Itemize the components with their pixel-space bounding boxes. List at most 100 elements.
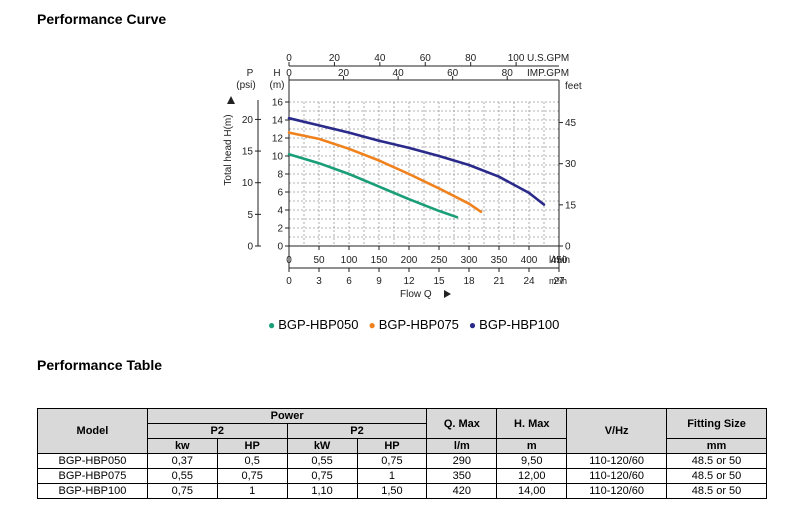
legend-item-hbp100: ● BGP-HBP100 <box>469 317 559 332</box>
m3h-unit-label: m³/h <box>549 276 567 286</box>
cell-hp: 1 <box>356 468 428 484</box>
series-line-bgp-hbp100 <box>287 116 546 206</box>
feet-tick-label: 15 <box>565 200 577 211</box>
table-header-row: Model Power Q. Max H. Max V/Hz Fitting S… <box>37 408 767 454</box>
y-unit-label: (m) <box>270 80 285 91</box>
cell-hmax: 9,50 <box>496 453 568 469</box>
feet-tick-label: 30 <box>565 159 577 170</box>
cell-hp: 0,75 <box>356 453 428 469</box>
chart-legend: ● BGP-HBP050 ● BGP-HBP075 ● BGP-HBP100 <box>268 317 559 332</box>
cell-kw: 0,55 <box>146 468 218 484</box>
m3h-tick-label: 18 <box>463 276 475 287</box>
cell-model: BGP-HBP100 <box>37 483 148 499</box>
cell-hmax: 14,00 <box>496 483 568 499</box>
p-tick-label: 0 <box>247 242 253 253</box>
x-tick-label: 400 <box>521 255 538 266</box>
impgpm-tick-label: 60 <box>447 68 459 79</box>
y-tick-label: 8 <box>277 170 283 181</box>
series-line-bgp-hbp050 <box>287 152 459 219</box>
legend-label: BGP-HBP075 <box>378 317 459 332</box>
cell-vhz: 110-120/60 <box>566 468 668 484</box>
cell-hmax: 12,00 <box>496 468 568 484</box>
m3h-tick-label: 0 <box>286 276 292 287</box>
header-p2: P2 <box>286 423 428 439</box>
table-row: BGP-HBP075 0,55 0,75 0,75 1 350 12,00 11… <box>37 468 767 484</box>
usgpm-tick-label: 40 <box>374 53 386 64</box>
x-axis-title: Flow Q <box>400 289 432 300</box>
header-hmax-unit: m <box>496 438 568 454</box>
series-line-bgp-hbp075 <box>287 131 483 214</box>
impgpm-tick-label: 80 <box>502 68 514 79</box>
y-tick-label: 12 <box>272 134 284 145</box>
legend-label: BGP-HBP050 <box>278 317 359 332</box>
cell-vhz: 110-120/60 <box>566 483 668 499</box>
x-tick-label: 0 <box>286 255 292 266</box>
y-axis-title: Total head H(m) <box>223 114 234 185</box>
performance-table: Model Power Q. Max H. Max V/Hz Fitting S… <box>37 408 767 499</box>
y-tick-label: 2 <box>277 224 283 235</box>
header-hp: HP <box>356 438 428 454</box>
impgpm-tick-label: 20 <box>338 68 350 79</box>
x-axis-arrow-icon <box>444 290 451 298</box>
cell-fitting: 48.5 or 50 <box>666 453 767 469</box>
p-unit-label: (psi) <box>236 80 255 91</box>
m3h-tick-label: 21 <box>493 276 505 287</box>
p-tick-label: 20 <box>242 115 254 126</box>
m3h-tick-label: 6 <box>346 276 352 287</box>
cell-kw: 0,75 <box>146 483 218 499</box>
x-tick-label: 50 <box>313 255 325 266</box>
x-tick-label: 300 <box>461 255 478 266</box>
p-unit-label: P <box>247 68 254 79</box>
cell-model: BGP-HBP075 <box>37 468 148 484</box>
y-tick-label: 16 <box>272 98 284 109</box>
feet-tick-label: 0 <box>565 242 571 253</box>
cell-hp: 1 <box>216 483 288 499</box>
usgpm-tick-label: 20 <box>329 53 341 64</box>
header-qmax: Q. Max <box>426 408 498 439</box>
cell-qmax: 420 <box>426 483 498 499</box>
header-qmax-unit: l/m <box>426 438 498 454</box>
usgpm-tick-label: 0 <box>286 53 292 64</box>
y-tick-label: 4 <box>277 206 283 217</box>
usgpm-tick-label: 100 <box>508 53 525 64</box>
performance-curve-title: Performance Curve <box>37 11 167 27</box>
cell-vhz: 110-120/60 <box>566 453 668 469</box>
legend-item-hbp075: ● BGP-HBP075 <box>368 317 458 332</box>
table-row: BGP-HBP050 0,37 0,5 0,55 0,75 290 9,50 1… <box>37 453 767 469</box>
x-tick-label: 200 <box>401 255 418 266</box>
table-header-row: kw HP kW HP l/m m mm <box>38 438 767 454</box>
y-tick-label: 0 <box>277 242 283 253</box>
cell-fitting: 48.5 or 50 <box>666 468 767 484</box>
m3h-tick-label: 27 <box>553 276 565 287</box>
header-fitting-unit: mm <box>666 438 767 454</box>
header-model: Model <box>37 408 148 454</box>
p-tick-label: 5 <box>247 210 253 221</box>
m3h-tick-label: 24 <box>523 276 535 287</box>
cell-qmax: 290 <box>426 453 498 469</box>
x-tick-label: 100 <box>341 255 358 266</box>
header-power: Power <box>146 408 428 424</box>
y-tick-label: 6 <box>277 188 283 199</box>
header-p2: P2 <box>146 423 288 439</box>
cell-kw: 0,37 <box>146 453 218 469</box>
m3h-tick-label: 3 <box>316 276 322 287</box>
impgpm-tick-label: 40 <box>393 68 405 79</box>
cell-qmax: 350 <box>426 468 498 484</box>
y-tick-label: 10 <box>272 152 284 163</box>
x-unit-label: l/min <box>549 255 570 266</box>
performance-table-title: Performance Table <box>37 357 163 373</box>
table-header-row: P2 P2 <box>38 423 767 439</box>
header-hp: HP <box>216 438 288 454</box>
cell-kw: 0,55 <box>286 453 358 469</box>
feet-tick-label: 45 <box>565 118 577 129</box>
x-tick-label: 150 <box>371 255 388 266</box>
cell-kw: 1,10 <box>286 483 358 499</box>
y-tick-label: 14 <box>272 116 284 127</box>
x-tick-label: 250 <box>431 255 448 266</box>
legend-dot-icon: ● <box>368 317 376 332</box>
y-axis-arrow-icon <box>227 96 235 104</box>
usgpm-tick-label: 80 <box>465 53 477 64</box>
header-fitting: Fitting Size <box>666 408 767 439</box>
x-tick-label: 450 <box>551 255 568 266</box>
